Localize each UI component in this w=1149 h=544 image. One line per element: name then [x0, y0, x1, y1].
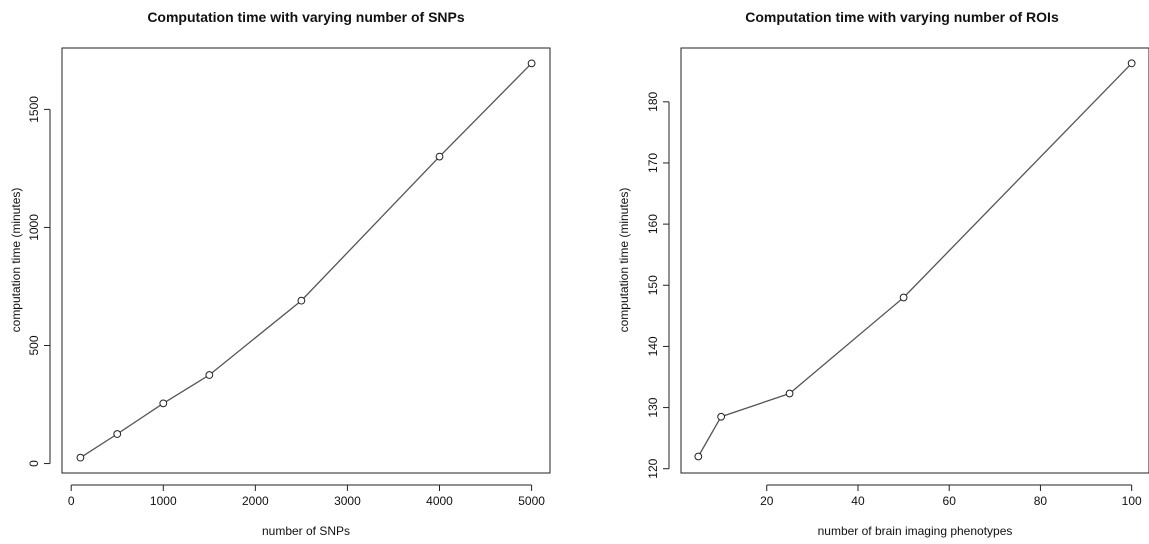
x-tick-label: 3000 [334, 494, 361, 508]
y-tick-label: 160 [646, 214, 660, 234]
marks-group [694, 59, 1136, 461]
x-axis-label: number of SNPs [262, 524, 350, 538]
x-tick-label: 80 [1034, 494, 1048, 508]
x-axis-label: number of brain imaging phenotypes [818, 524, 1013, 538]
tick-group: 0 1000 2000 3000 4000 5000 0 500 1000 1500 [27, 96, 545, 508]
data-point [435, 152, 444, 161]
y-tick-label: 120 [646, 458, 660, 478]
data-point [1127, 59, 1136, 68]
data-point [76, 453, 85, 462]
x-tick-label: 60 [943, 494, 957, 508]
chart-snps: Computation time with varying number of … [9, 9, 551, 538]
data-point [113, 430, 122, 438]
x-tick-label: 100 [1122, 494, 1142, 508]
marks-group [76, 59, 536, 462]
data-point [717, 412, 726, 421]
chart-title: Computation time with varying number of … [147, 9, 465, 25]
series-line [80, 62, 533, 459]
x-tick-label: 2000 [242, 494, 269, 508]
x-tick-label: 5000 [518, 494, 545, 508]
y-axis-label: computation time (minutes) [617, 188, 631, 333]
series-line [697, 62, 1133, 457]
data-point [527, 59, 536, 68]
y-tick-label: 0 [27, 460, 41, 467]
y-tick-label: 500 [27, 335, 41, 355]
y-tick-label: 150 [646, 275, 660, 295]
y-tick-label: 1000 [27, 214, 41, 241]
x-tick-label: 20 [760, 494, 774, 508]
y-tick-label: 1500 [27, 96, 41, 123]
y-tick-label: 130 [646, 397, 660, 417]
plot-frame [61, 47, 551, 474]
plot-frame [680, 47, 1149, 474]
tick-group: 20 40 60 80 100 120 130 140 150 160 170 180 [646, 91, 1142, 508]
x-tick-label: 1000 [150, 494, 177, 508]
data-point [159, 399, 168, 408]
data-point [205, 371, 214, 379]
chart-title: Computation time with varying number of … [745, 9, 1059, 25]
x-tick-label: 40 [851, 494, 865, 508]
data-point [297, 296, 306, 305]
x-tick-label: 4000 [426, 494, 453, 508]
y-axis-label: computation time (minutes) [9, 188, 23, 333]
data-point [785, 389, 794, 398]
y-tick-label: 140 [646, 336, 660, 356]
data-point [694, 452, 703, 461]
y-tick-label: 170 [646, 153, 660, 173]
data-point [899, 293, 908, 302]
chart-rois: Computation time with varying number of … [617, 9, 1149, 538]
x-tick-label: 0 [68, 494, 75, 508]
y-tick-label: 180 [646, 91, 660, 111]
